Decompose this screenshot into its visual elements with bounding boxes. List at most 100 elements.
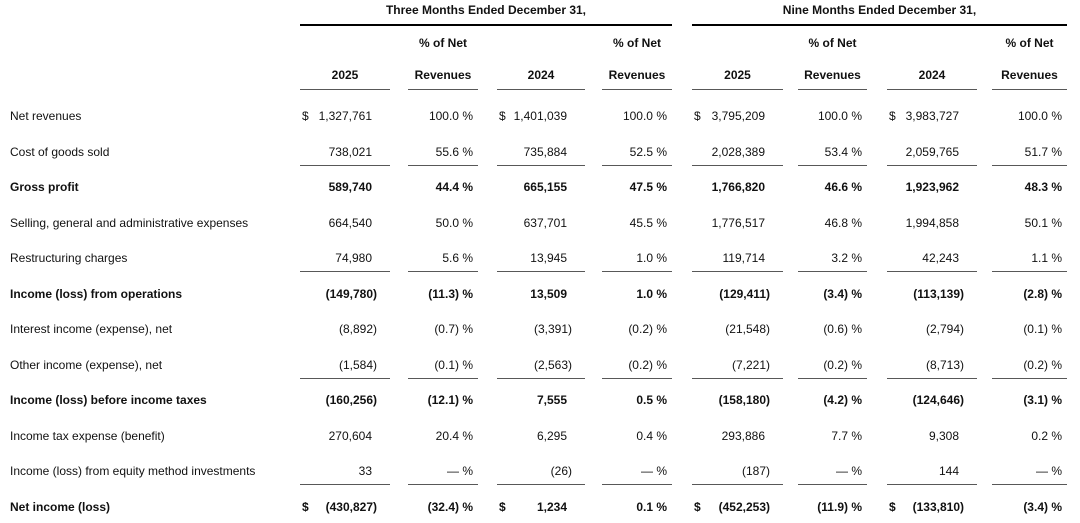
percent-cell: (11.9) % [817,499,862,514]
value-cell: 13,509 [530,286,567,301]
table-row: Net income (loss) $ (430,827) (32.4) % $1,23… [0,490,1080,523]
row-label: Net income (loss) [10,499,111,514]
value-cell: 144 [887,458,977,486]
value-cell: 42,243 [887,245,977,273]
percent-cell: (11.3) % [428,286,473,301]
value-cell: $ (452,253) [692,494,783,521]
value-cell: $1,234 [497,494,585,521]
dollar-sign: $ [302,499,309,514]
value-cell: 664,540 [328,215,372,230]
table-row: Income (loss) from operations (149,780) (1… [0,277,1080,313]
value-cell: 2,028,389 [692,139,783,166]
dollar-sign: $ [694,109,701,124]
percent-cell: (0.7) % [434,322,473,337]
column-header-revenues: Revenues [602,60,672,90]
percent-cell: — % [408,458,478,486]
table-row: Gross profit 589,740 44.4 % 665,155 47.5 % 1,… [0,170,1080,206]
value-cell: (26) [497,458,585,486]
value-cell: 74,980 [300,245,390,273]
percent-cell: (0.2) % [628,322,667,337]
value-cell: $1,327,761 [300,103,390,130]
row-label: Income (loss) from operations [10,286,183,301]
percent-cell: (0.6) % [823,322,862,337]
percent-cell: (0.1) % [1023,322,1062,337]
value-cell: 589,740 [328,180,372,195]
row-label: Net revenues [10,109,82,124]
percent-cell: (3.1) % [1023,393,1062,408]
column-header-2024: 2024 [887,60,977,90]
value-cell: (129,411) [719,286,770,301]
column-header-row: 2025 Revenues 2024 Revenues 2025 Revenues 2024… [0,60,1080,90]
percent-cell: 46.6 % [824,180,862,195]
value-cell: 293,886 [721,428,765,443]
percent-cell: (0.1) % [408,352,478,379]
value-cell: 738,021 [300,139,390,166]
value-cell: $3,795,209 [692,103,783,130]
dollar-sign: $ [302,109,309,124]
percent-cell: 52.5 % [602,139,672,166]
value-cell: 735,884 [497,139,585,166]
value-cell: (21,548) [725,322,770,337]
percent-cell: 0.5 % [636,393,667,408]
value-cell: 1,766,820 [711,180,765,195]
value-cell: $ (430,827) [300,494,390,521]
dollar-sign: $ [694,499,701,514]
value-cell: (158,180) [718,393,770,408]
row-label: Income tax expense (benefit) [10,428,165,443]
value-cell: 119,714 [692,245,783,273]
value-cell: 270,604 [328,428,372,443]
value-cell: 6,295 [536,428,567,443]
table-row: Income (loss) before income taxes (160,25… [0,383,1080,419]
column-header-2025: 2025 [300,60,390,90]
row-label: Gross profit [10,180,79,195]
percent-cell: 1.1 % [992,245,1067,273]
percent-cell: 5.6 % [408,245,478,273]
percent-cell: 46.8 % [824,215,862,230]
value-cell: (8,892) [338,322,377,337]
value-cell: $ (133,810) [887,494,977,521]
value-cell: (2,563) [497,352,585,379]
row-label: Cost of goods sold [10,144,110,159]
value-cell: 637,701 [523,215,567,230]
table-row: Income (loss) from equity method investm… [0,454,1080,490]
group-header-three-months: Three Months Ended December 31, [300,3,672,26]
value-cell: (1,584) [300,352,390,379]
percent-cell: 48.3 % [1024,180,1062,195]
percent-subheader-row: % of Net % of Net % of Net % of Net [0,26,1080,60]
value-cell: 665,155 [523,180,567,195]
value-cell: (113,139) [913,286,964,301]
percent-cell: (0.2) % [992,352,1067,379]
percent-cell: 45.5 % [629,215,667,230]
dollar-sign: $ [499,499,506,514]
value-cell: (124,646) [912,393,964,408]
percent-cell: (0.2) % [602,352,672,379]
table-row: Interest income (expense), net (8,892) (0.… [0,312,1080,348]
percent-cell: 55.6 % [408,139,478,166]
column-header-2025: 2025 [692,60,783,90]
table-row: Other income (expense), net (1,584) (0.1) … [0,348,1080,384]
percent-cell: (32.4) % [427,499,473,514]
percent-cell: (3.4) % [1023,499,1062,514]
percent-cell: 44.4 % [435,180,473,195]
table-row: Restructuring charges 74,980 5.6 % 13,945 1.… [0,241,1080,277]
dollar-sign: $ [889,499,896,514]
value-cell: 1,923,962 [905,180,959,195]
percent-cell: 100.0 % [622,109,667,124]
column-header-revenues: Revenues [992,60,1067,90]
group-header-nine-months: Nine Months Ended December 31, [692,3,1067,26]
percent-of-net-header: % of Net [613,36,661,50]
percent-cell: 47.5 % [629,180,667,195]
percent-cell: (3.4) % [823,286,862,301]
percent-cell: (2.8) % [1023,286,1062,301]
row-label: Other income (expense), net [10,357,163,372]
percent-cell: — % [992,458,1067,486]
column-header-revenues: Revenues [798,60,867,90]
value-cell: (7,221) [692,352,783,379]
value-cell: 13,945 [497,245,585,273]
percent-cell: 100.0 % [817,109,862,124]
percent-cell: 50.1 % [1024,215,1062,230]
value-cell: 7,555 [536,393,567,408]
percent-cell: 0.4 % [636,428,667,443]
percent-cell: 100.0 % [428,109,473,124]
